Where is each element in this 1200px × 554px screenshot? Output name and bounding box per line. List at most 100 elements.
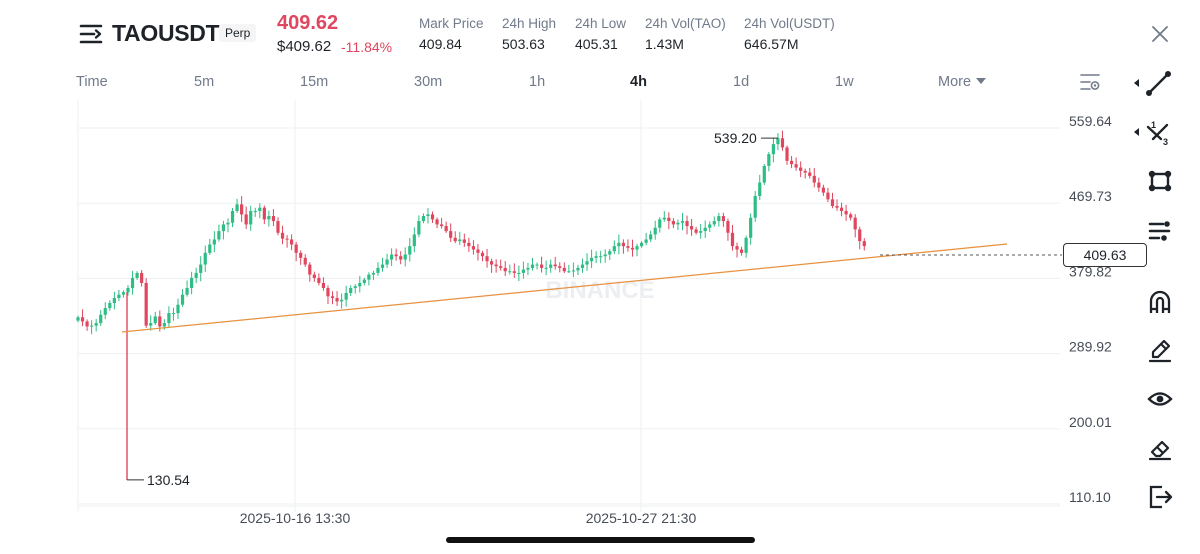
candle-body xyxy=(794,164,798,168)
candle-body xyxy=(712,221,716,225)
mark-price-value: 409.84 xyxy=(419,36,462,52)
candle-body xyxy=(176,304,180,314)
tab-4h[interactable]: 4h xyxy=(630,74,647,90)
candle-body xyxy=(199,264,203,273)
price-axis-label: 110.10 xyxy=(1069,489,1111,505)
candle-body xyxy=(489,261,494,265)
tab-5m[interactable]: 5m xyxy=(194,74,215,90)
candle-body xyxy=(121,292,126,295)
rectangle-shape-icon[interactable] xyxy=(1145,166,1175,196)
candle-body xyxy=(226,222,230,225)
candle-body xyxy=(549,264,553,268)
eraser-icon[interactable] xyxy=(1145,433,1175,463)
candle-body xyxy=(162,323,166,327)
tab-1w[interactable]: 1w xyxy=(835,74,854,90)
tab-more[interactable]: More xyxy=(938,74,987,90)
candle-body xyxy=(562,267,566,272)
candle-body xyxy=(862,241,866,247)
candle-body xyxy=(671,221,675,225)
candle-body xyxy=(421,216,426,222)
candle-body xyxy=(649,234,653,240)
candle-body xyxy=(294,244,298,253)
candle-body xyxy=(739,249,744,253)
candle-body xyxy=(108,303,112,309)
candle-body xyxy=(662,217,666,220)
candle-body xyxy=(780,138,785,148)
candle-body xyxy=(708,224,712,228)
candle-body xyxy=(144,282,148,326)
candle-body xyxy=(789,160,794,165)
candle-body xyxy=(644,239,648,243)
svg-text:1: 1 xyxy=(1151,120,1156,130)
candle-body xyxy=(180,294,185,305)
trendline xyxy=(121,243,1008,333)
candle-body xyxy=(767,154,771,166)
candle-body xyxy=(808,172,812,176)
tab-15m[interactable]: 15m xyxy=(300,74,329,90)
symbol-name[interactable]: TAOUSDT xyxy=(112,20,220,46)
candle-body xyxy=(80,317,85,322)
trendline-group xyxy=(121,243,1062,333)
candle-body xyxy=(635,246,639,250)
high-24h-value: 503.63 xyxy=(502,36,545,52)
candle-body xyxy=(776,138,780,145)
candle-body xyxy=(212,239,216,245)
candle-body xyxy=(435,219,439,225)
eye-icon[interactable] xyxy=(1145,384,1175,414)
candle-body xyxy=(771,144,775,155)
candle-body xyxy=(476,249,480,253)
pencil-icon[interactable] xyxy=(1145,335,1175,365)
tab-1d[interactable]: 1d xyxy=(733,74,750,90)
candle-body xyxy=(367,274,371,280)
candle-body xyxy=(308,264,312,275)
candle-body xyxy=(103,308,107,315)
low-24h-label: 24h Low xyxy=(575,16,627,31)
candle-body xyxy=(594,256,598,258)
candle-body xyxy=(685,221,689,227)
candle-body xyxy=(535,264,539,266)
trend-line-icon[interactable] xyxy=(1131,68,1173,98)
candle-body xyxy=(576,267,580,271)
indicator-list-icon[interactable] xyxy=(1145,215,1175,245)
vol-usdt-value: 646.57M xyxy=(744,36,799,52)
chart-settings-icon[interactable] xyxy=(1078,71,1102,93)
candle-body xyxy=(526,267,530,270)
candle-body xyxy=(312,274,316,278)
candle-body xyxy=(112,298,116,304)
candle-body xyxy=(153,316,157,324)
candle-body xyxy=(371,272,376,275)
candle-body xyxy=(849,214,853,218)
candle-body xyxy=(130,277,135,288)
candle-body xyxy=(190,277,194,288)
candle-body xyxy=(194,272,198,278)
menu-icon[interactable] xyxy=(78,22,104,46)
candle-body xyxy=(603,254,607,257)
vol-tao-value: 1.43M xyxy=(645,36,684,52)
price-axis-label: 469.73 xyxy=(1069,188,1112,204)
candle-body xyxy=(858,229,862,242)
candle-body xyxy=(653,227,657,235)
candle-body xyxy=(667,217,671,222)
close-icon[interactable] xyxy=(1148,22,1172,46)
tab-time[interactable]: Time xyxy=(76,74,108,90)
candle-body xyxy=(512,271,516,273)
usd-price: $409.62 xyxy=(277,38,332,55)
candle-body xyxy=(203,252,207,265)
price-axis-label: 379.82 xyxy=(1069,263,1112,279)
candle-body xyxy=(230,211,235,223)
tab-1h[interactable]: 1h xyxy=(529,74,546,90)
candle-body xyxy=(449,231,453,238)
candle-body xyxy=(571,270,576,272)
exit-icon[interactable] xyxy=(1145,482,1175,512)
candle-body xyxy=(185,287,189,295)
tab-30m[interactable]: 30m xyxy=(414,74,443,90)
candle-body xyxy=(399,256,403,260)
candle-body xyxy=(217,231,221,240)
magnet-icon[interactable] xyxy=(1145,287,1175,317)
candle-body xyxy=(530,264,535,268)
fibonacci-icon[interactable]: 1 3 xyxy=(1131,117,1173,147)
candle-body xyxy=(167,313,171,324)
candle-body xyxy=(385,259,389,265)
candle-body xyxy=(612,246,616,252)
